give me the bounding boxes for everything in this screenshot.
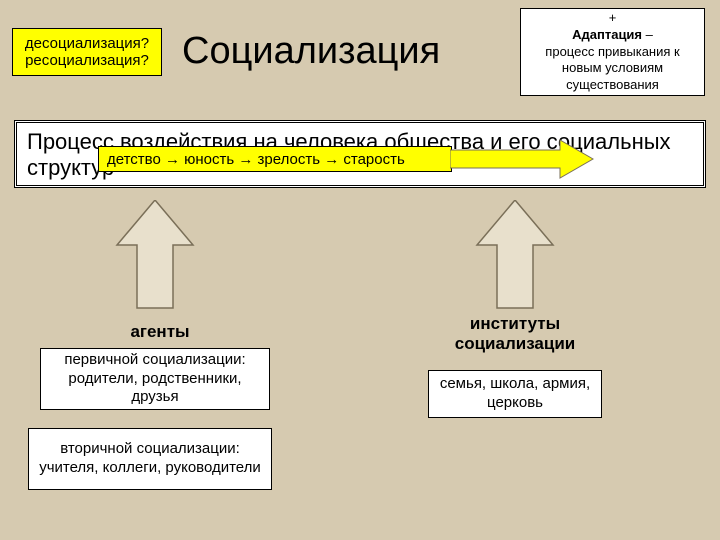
- right-arrow-icon: [450, 137, 595, 181]
- institutes-list-box: семья, школа, армия, церковь: [428, 370, 602, 418]
- agents-header: агенты: [120, 322, 200, 342]
- stages-box: детство → юность → зрелость → старость: [98, 146, 452, 172]
- desoc-resoc-box: десоциализация? ресоциализация?: [12, 28, 162, 76]
- desoc-text: десоциализация?: [25, 35, 149, 52]
- secondary-agents-text: вторичной социализации: учителя, коллеги…: [33, 440, 267, 478]
- adaptation-box: + Адаптация – процесс привыкания к новым…: [520, 8, 705, 96]
- institutes-header: институты социализации: [430, 314, 600, 355]
- stages-text: детство → юность → зрелость → старость: [107, 151, 405, 168]
- adaptation-dash: –: [642, 27, 653, 42]
- adaptation-plus: +: [609, 10, 617, 27]
- up-arrow-right-icon: [475, 200, 555, 310]
- up-arrow-left-icon: [115, 200, 195, 310]
- secondary-agents-box: вторичной социализации: учителя, коллеги…: [28, 428, 272, 490]
- resoc-text: ресоциализация?: [25, 52, 149, 69]
- adaptation-bold: Адаптация: [572, 27, 642, 42]
- primary-agents-box: первичной социализации: родители, родств…: [40, 348, 270, 410]
- institutes-list-text: семья, школа, армия, церковь: [433, 375, 597, 413]
- adaptation-rest: процесс привыкания к новым условиям суще…: [525, 44, 700, 95]
- adaptation-line: Адаптация –: [572, 27, 653, 44]
- main-title: Социализация: [182, 30, 440, 73]
- primary-agents-text: первичной социализации: родители, родств…: [45, 351, 265, 407]
